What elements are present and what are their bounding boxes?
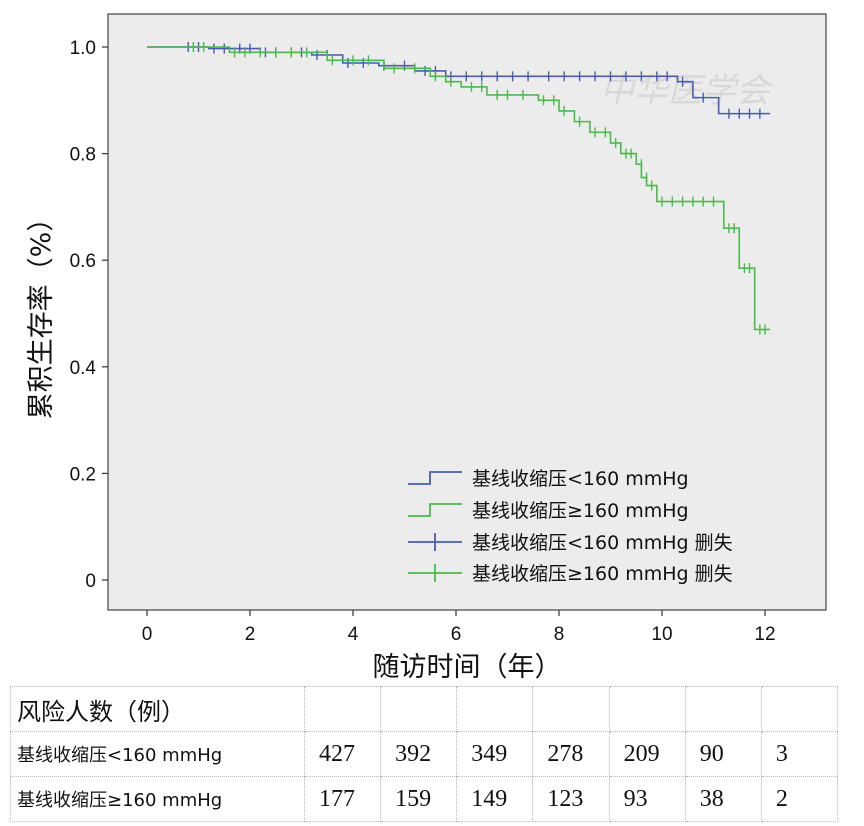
y-tick-label: 0.4 xyxy=(70,358,97,379)
x-tick-label: 0 xyxy=(142,624,153,645)
y-tick-label: 0.2 xyxy=(70,464,96,485)
x-axis: 0 2 4 6 8 10 12 xyxy=(142,610,776,645)
risk-table-title: 风险人数（例） xyxy=(10,686,305,732)
y-tick-label: 0.8 xyxy=(70,145,96,166)
y-tick-label: 0.6 xyxy=(70,251,96,272)
risk-count: 123 xyxy=(532,776,610,822)
x-tick-label: 4 xyxy=(348,624,359,645)
table-row: 基线收缩压≥160 mmHg 177 159 149 123 93 38 2 xyxy=(10,776,839,822)
risk-count: 209 xyxy=(608,731,686,777)
x-axis-title: 随访时间（年） xyxy=(373,652,562,683)
risk-count: 2 xyxy=(760,776,839,822)
risk-count: 149 xyxy=(456,776,534,822)
x-tick-label: 2 xyxy=(245,624,256,645)
y-axis-title: 累积生存率（%） xyxy=(26,205,57,420)
x-tick-label: 8 xyxy=(554,624,565,645)
risk-count: 427 xyxy=(303,731,382,777)
risk-count: 90 xyxy=(684,731,762,777)
risk-count: 93 xyxy=(608,776,686,822)
risk-row-label: 基线收缩压≥160 mmHg xyxy=(10,776,305,822)
x-tick-label: 10 xyxy=(651,624,672,645)
risk-count: 38 xyxy=(684,776,762,822)
legend-label: 基线收缩压<160 mmHg xyxy=(472,468,689,490)
risk-table-header-row: 风险人数（例） xyxy=(10,686,839,732)
risk-count: 159 xyxy=(380,776,458,822)
x-tick-label: 6 xyxy=(451,624,462,645)
risk-count: 278 xyxy=(532,731,610,777)
y-tick-label: 1.0 xyxy=(70,38,96,59)
survival-chart: 中华医学会 0 0.2 0.4 0.6 0.8 1.0 0 2 4 6 8 10 12 随访时间（年）… xyxy=(26,13,827,683)
legend-label: 基线收缩压<160 mmHg 删失 xyxy=(472,532,733,554)
y-tick-label: 0 xyxy=(85,571,96,592)
watermark-text: 中华医学会 xyxy=(600,71,774,111)
legend-symbol xyxy=(408,503,462,517)
risk-row-label: 基线收缩压<160 mmHg xyxy=(10,731,305,777)
x-tick-label: 12 xyxy=(754,624,775,645)
y-axis: 0 0.2 0.4 0.6 0.8 1.0 xyxy=(70,38,108,592)
risk-count: 177 xyxy=(303,776,382,822)
legend-label: 基线收缩压≥160 mmHg 删失 xyxy=(472,563,733,585)
plot-area xyxy=(107,13,827,611)
series-line-high-sbp xyxy=(147,46,771,331)
legend-symbol xyxy=(408,471,462,485)
risk-table: 风险人数（例） 基线收缩压<160 mmHg 427 392 349 278 2… xyxy=(10,686,839,822)
risk-count: 349 xyxy=(456,731,534,777)
table-row: 基线收缩压<160 mmHg 427 392 349 278 209 90 3 xyxy=(10,731,839,777)
risk-count: 392 xyxy=(380,731,458,777)
legend-label: 基线收缩压≥160 mmHg xyxy=(472,500,689,522)
series-layer xyxy=(147,42,771,335)
legend: 基线收缩压<160 mmHg 基线收缩压≥160 mmHg 基线收缩压<160 mm… xyxy=(408,468,733,585)
risk-count: 3 xyxy=(760,731,839,777)
